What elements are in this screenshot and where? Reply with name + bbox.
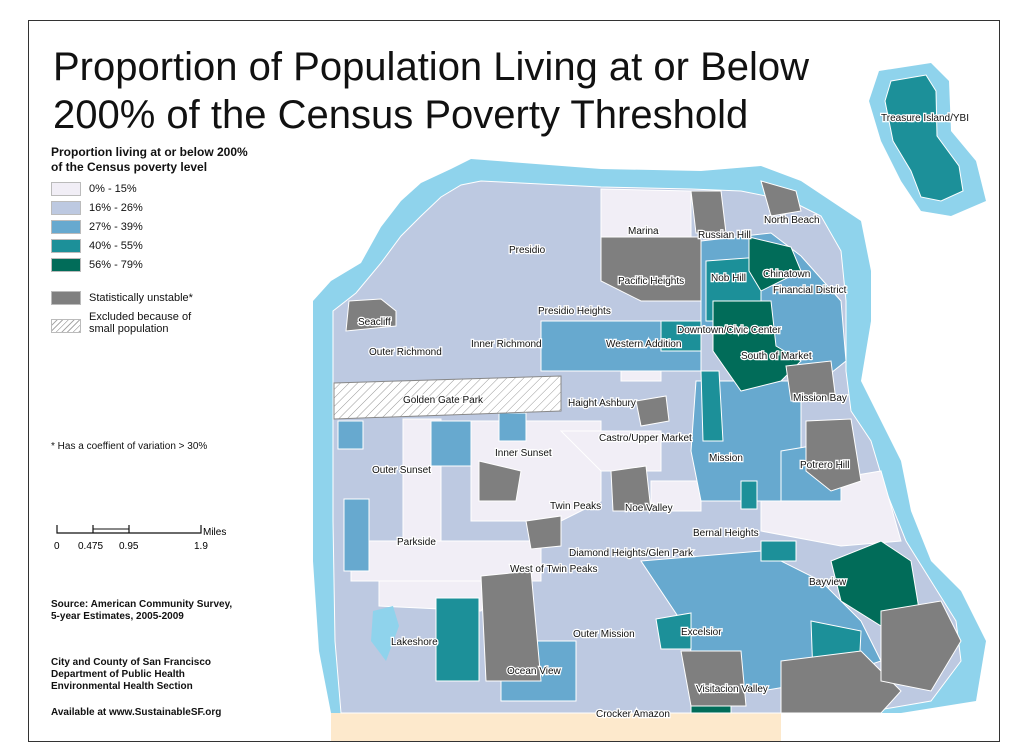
legend-item: 27% - 39% <box>51 217 291 236</box>
legend-swatch <box>51 220 81 234</box>
legend-excluded: Excluded because of small population <box>51 311 291 335</box>
source-note: Source: American Community Survey, 5-yea… <box>51 599 232 623</box>
label-excelsior: Excelsior <box>681 627 722 638</box>
map-title: Proportion of Population Living at or Be… <box>53 43 809 139</box>
label-downtown: Downtown/Civic Center <box>677 325 782 336</box>
label-financial-district: Financial District <box>773 285 847 296</box>
agency-line-2: Department of Public Health <box>51 669 211 681</box>
legend-label: 16% - 26% <box>89 202 143 214</box>
agency-line-1: City and County of San Francisco <box>51 657 211 669</box>
legend-swatch <box>51 201 81 215</box>
legend-heading: Proportion living at or below 200% of th… <box>51 145 291 175</box>
label-crocker-amazon: Crocker Amazon <box>596 709 670 720</box>
legend-swatch <box>51 258 81 272</box>
label-presidio-heights: Presidio Heights <box>538 306 611 317</box>
label-outer-richmond: Outer Richmond <box>369 347 442 358</box>
scale-tick-1: 0.475 <box>78 541 103 552</box>
title-line-1: Proportion of Population Living at or Be… <box>53 43 809 91</box>
label-parkside: Parkside <box>397 537 436 548</box>
label-nob-hill: Nob Hill <box>711 273 746 284</box>
label-ocean-view: Ocean View <box>507 666 562 677</box>
scale-unit: Miles <box>203 527 226 538</box>
legend-item: 0% - 15% <box>51 179 291 198</box>
source-line-1: Source: American Community Survey, <box>51 599 232 611</box>
label-north-beach: North Beach <box>764 215 820 226</box>
label-bayview: Bayview <box>809 577 847 588</box>
legend-unstable: Statistically unstable* <box>51 288 291 307</box>
label-potrero-hill: Potrero Hill <box>800 460 849 471</box>
label-golden-gate-park: Golden Gate Park <box>403 395 484 406</box>
scale-tick-0: 0 <box>54 541 60 552</box>
legend-label: 27% - 39% <box>89 221 143 233</box>
label-russian-hill: Russian Hill <box>698 230 751 241</box>
map-frame: Treasure Island/YBI North Beach Marina R… <box>28 20 1000 742</box>
label-mission-bay: Mission Bay <box>793 393 847 404</box>
label-pacific-heights: Pacific Heights <box>618 276 684 287</box>
availability-note: Available at www.SustainableSF.org <box>51 707 221 718</box>
agency-line-3: Environmental Health Section <box>51 681 211 693</box>
legend-heading-line-1: Proportion living at or below 200% <box>51 145 291 160</box>
scale-tick-2: 0.95 <box>119 541 139 552</box>
legend: Proportion living at or below 200% of th… <box>51 145 291 335</box>
label-marina: Marina <box>628 226 659 237</box>
label-diamond-heights: Diamond Heights/Glen Park <box>569 548 694 559</box>
legend-label: 40% - 55% <box>89 240 143 252</box>
legend-label: 56% - 79% <box>89 259 143 271</box>
legend-heading-line-2: of the Census poverty level <box>51 160 291 175</box>
legend-excluded-line-1: Excluded because of <box>89 311 191 323</box>
legend-label: 0% - 15% <box>89 183 137 195</box>
label-castro: Castro/Upper Market <box>599 433 692 444</box>
source-line-2: 5-year Estimates, 2005-2009 <box>51 611 232 623</box>
label-inner-richmond: Inner Richmond <box>471 339 542 350</box>
legend-swatch <box>51 182 81 196</box>
legend-excluded-line-2: small population <box>89 323 191 335</box>
scale-bar: 0 0.475 0.95 1.9 Miles <box>51 521 251 551</box>
label-noe-valley: Noe Valley <box>625 503 673 514</box>
legend-item: 56% - 79% <box>51 255 291 274</box>
san-mateo-land <box>331 713 781 741</box>
label-treasure-island: Treasure Island/YBI <box>881 113 969 124</box>
legend-swatch <box>51 239 81 253</box>
label-lakeshore: Lakeshore <box>391 637 438 648</box>
legend-item: 16% - 26% <box>51 198 291 217</box>
label-outer-mission: Outer Mission <box>573 629 635 640</box>
label-western-addition: Western Addition <box>606 339 681 350</box>
label-outer-sunset: Outer Sunset <box>372 465 431 476</box>
label-twin-peaks: Twin Peaks <box>550 501 601 512</box>
legend-swatch-excluded <box>51 319 81 333</box>
title-line-2: 200% of the Census Poverty Threshold <box>53 91 809 139</box>
label-west-of-twin-peaks: West of Twin Peaks <box>510 564 597 575</box>
label-bernal-heights: Bernal Heights <box>693 528 759 539</box>
scale-bar-graphic: 0 0.475 0.95 1.9 Miles <box>51 521 251 555</box>
legend-unstable-label: Statistically unstable* <box>89 292 193 304</box>
scale-tick-3: 1.9 <box>194 541 208 552</box>
label-seacliff: Seacliff <box>358 317 391 328</box>
label-presidio: Presidio <box>509 245 546 256</box>
legend-item: 40% - 55% <box>51 236 291 255</box>
label-south-of-market: South of Market <box>741 351 812 362</box>
label-mission: Mission <box>709 453 743 464</box>
label-inner-sunset: Inner Sunset <box>495 448 552 459</box>
label-chinatown: Chinatown <box>763 269 810 280</box>
cv-footnote: * Has a coeffient of variation > 30% <box>51 441 207 452</box>
agency-credit: City and County of San Francisco Departm… <box>51 657 211 693</box>
label-visitacion-valley: Visitacion Valley <box>696 684 768 695</box>
label-haight-ashbury: Haight Ashbury <box>568 398 636 409</box>
legend-swatch-unstable <box>51 291 81 305</box>
